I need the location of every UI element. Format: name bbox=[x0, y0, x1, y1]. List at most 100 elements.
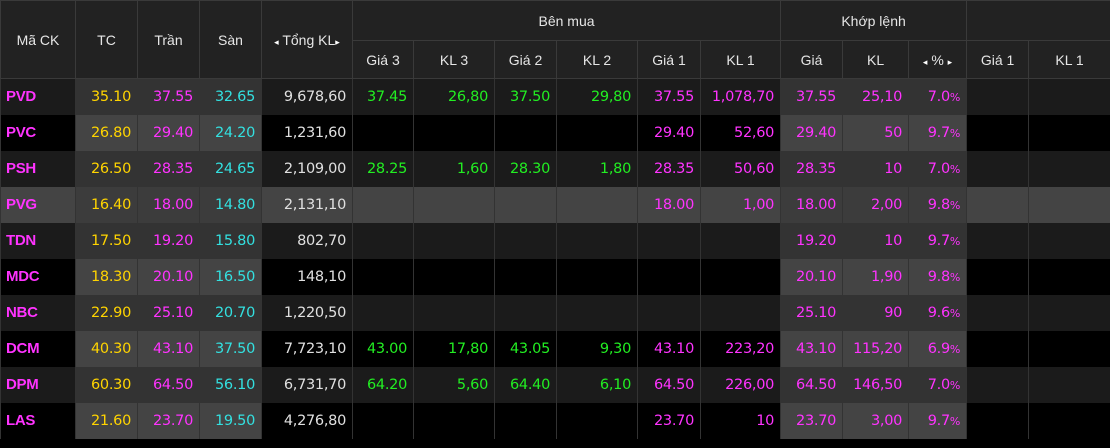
header-match-col[interactable]: Giá bbox=[780, 40, 844, 79]
cell-buy1-vol bbox=[699, 258, 782, 295]
cell-code[interactable]: PSH bbox=[0, 150, 76, 187]
cell-floor: 14.80 bbox=[199, 186, 262, 223]
cell-match-price: 64.50 bbox=[780, 366, 844, 403]
header-buy-col[interactable]: KL 1 bbox=[699, 40, 782, 79]
cell-match-vol: 10 bbox=[842, 150, 910, 187]
cell-buy3-vol bbox=[413, 186, 495, 223]
cell-buy1-vol: 223,20 bbox=[699, 330, 782, 367]
cell-buy3-price: 37.45 bbox=[352, 78, 414, 115]
cell-code[interactable]: PVD bbox=[0, 78, 76, 115]
cell-buy1-vol: 1,00 bbox=[699, 186, 782, 223]
header-buy-col[interactable]: KL 3 bbox=[413, 40, 495, 79]
cell-match-vol: 90 bbox=[842, 294, 910, 331]
header-sell-col[interactable]: Giá 1 bbox=[966, 40, 1030, 79]
cell-sell1-vol bbox=[1028, 114, 1110, 151]
pct-value: 9.6 bbox=[927, 304, 950, 321]
header-ceil[interactable]: Trần bbox=[137, 0, 200, 79]
table-row[interactable]: NBC 22.90 25.10 20.70 1,220,50 25.10 90 9.6% bbox=[0, 294, 1110, 331]
cell-match-price: 19.20 bbox=[780, 222, 844, 259]
cell-match-pct: 9.8% bbox=[908, 186, 968, 223]
cell-code[interactable]: TDN bbox=[0, 222, 76, 259]
cell-ref: 60.30 bbox=[75, 366, 138, 403]
cell-code[interactable]: DCM bbox=[0, 330, 76, 367]
cell-ceil: 29.40 bbox=[137, 114, 200, 151]
header-match-pct[interactable]: ◂ % ▸ bbox=[908, 40, 968, 79]
cell-buy3-price: 64.20 bbox=[352, 366, 414, 403]
pct-value: 7.0 bbox=[927, 88, 950, 105]
cell-buy1-vol bbox=[699, 294, 782, 331]
header-buy-col[interactable]: KL 2 bbox=[556, 40, 638, 79]
cell-buy2-vol: 29,80 bbox=[556, 78, 638, 115]
header-ref[interactable]: TC bbox=[75, 0, 138, 79]
table-row[interactable]: DCM 40.30 43.10 37.50 7,723,10 43.00 17,80 43.0… bbox=[0, 330, 1110, 367]
header-floor[interactable]: Sàn bbox=[199, 0, 262, 79]
pct-unit: % bbox=[949, 414, 961, 428]
header-buy-col[interactable]: Giá 3 bbox=[352, 40, 414, 79]
pct-unit: % bbox=[949, 126, 961, 140]
cell-floor: 32.65 bbox=[199, 78, 262, 115]
cell-match-vol: 115,20 bbox=[842, 330, 910, 367]
cell-buy1-price bbox=[637, 222, 701, 259]
table-row[interactable]: PVC 26.80 29.40 24.20 1,231,60 29.40 52,60 29.4… bbox=[0, 114, 1110, 151]
header-buy-col[interactable]: Giá 1 bbox=[637, 40, 701, 79]
cell-code[interactable]: DPM bbox=[0, 366, 76, 403]
cell-total: 802,70 bbox=[261, 222, 353, 259]
table-row[interactable]: PSH 26.50 28.35 24.65 2,109,00 28.25 1,60 28.30… bbox=[0, 150, 1110, 187]
arrow-left-icon[interactable]: ◂ bbox=[922, 56, 928, 67]
cell-code[interactable]: LAS bbox=[0, 402, 76, 439]
cell-total: 7,723,10 bbox=[261, 330, 353, 367]
cell-floor: 15.80 bbox=[199, 222, 262, 259]
table-row[interactable]: TDN 17.50 19.20 15.80 802,70 19.20 10 9.7% bbox=[0, 222, 1110, 259]
arrow-left-icon[interactable]: ◂ bbox=[274, 36, 279, 47]
header-sell-col[interactable]: KL 1 bbox=[1028, 40, 1110, 79]
cell-buy2-vol: 6,10 bbox=[556, 366, 638, 403]
cell-ref: 21.60 bbox=[75, 402, 138, 439]
pct-unit: % bbox=[949, 162, 961, 176]
cell-ref: 35.10 bbox=[75, 78, 138, 115]
header-code[interactable]: Mã CK bbox=[0, 0, 76, 79]
cell-match-pct: 7.0% bbox=[908, 366, 968, 403]
cell-match-price: 29.40 bbox=[780, 114, 844, 151]
pct-value: 7.0 bbox=[927, 376, 950, 393]
arrow-right-icon[interactable]: ▸ bbox=[335, 36, 340, 47]
cell-buy1-vol: 10 bbox=[699, 402, 782, 439]
table-row[interactable]: PVD 35.10 37.55 32.65 9,678,60 37.45 26,80 37.5… bbox=[0, 78, 1110, 115]
header-total-volume[interactable]: ◂ Tổng KL▸ bbox=[261, 0, 353, 79]
cell-floor: 19.50 bbox=[199, 402, 262, 439]
cell-buy1-price: 23.70 bbox=[637, 402, 701, 439]
cell-buy2-vol bbox=[556, 222, 638, 259]
cell-code[interactable]: NBC bbox=[0, 294, 76, 331]
cell-buy3-price: 43.00 bbox=[352, 330, 414, 367]
cell-buy1-price bbox=[637, 294, 701, 331]
cell-code[interactable]: PVC bbox=[0, 114, 76, 151]
table-row[interactable]: MDC 18.30 20.10 16.50 148,10 20.10 1,90 9.8% bbox=[0, 258, 1110, 295]
arrow-right-icon[interactable]: ▸ bbox=[947, 56, 953, 67]
cell-code[interactable]: MDC bbox=[0, 258, 76, 295]
table-row[interactable]: LAS 21.60 23.70 19.50 4,276,80 23.70 10 23.70 3,… bbox=[0, 402, 1110, 439]
cell-ceil: 64.50 bbox=[137, 366, 200, 403]
cell-buy1-price: 28.35 bbox=[637, 150, 701, 187]
cell-buy2-price bbox=[494, 294, 557, 331]
cell-buy1-vol: 52,60 bbox=[699, 114, 782, 151]
cell-code[interactable]: PVG bbox=[0, 186, 76, 223]
cell-buy3-vol: 26,80 bbox=[413, 78, 495, 115]
cell-match-pct: 6.9% bbox=[908, 330, 968, 367]
cell-buy3-price bbox=[352, 186, 414, 223]
cell-buy1-price: 18.00 bbox=[637, 186, 701, 223]
cell-match-pct: 9.6% bbox=[908, 294, 968, 331]
cell-ceil: 28.35 bbox=[137, 150, 200, 187]
cell-sell1-vol bbox=[1028, 150, 1110, 187]
cell-buy2-vol bbox=[556, 114, 638, 151]
pct-value: 6.9 bbox=[927, 340, 950, 357]
cell-ref: 40.30 bbox=[75, 330, 138, 367]
cell-floor: 37.50 bbox=[199, 330, 262, 367]
table-row[interactable]: PVG 16.40 18.00 14.80 2,131,10 18.00 1,00 18.00… bbox=[0, 186, 1110, 223]
price-board: Mã CK TC Trần Sàn ◂ Tổng KL▸ Bên mua Khớ… bbox=[0, 0, 1110, 439]
cell-match-vol: 1,90 bbox=[842, 258, 910, 295]
header-buy-col[interactable]: Giá 2 bbox=[494, 40, 557, 79]
cell-buy3-vol bbox=[413, 222, 495, 259]
cell-buy1-vol: 50,60 bbox=[699, 150, 782, 187]
table-row[interactable]: DPM 60.30 64.50 56.10 6,731,70 64.20 5,60 64.40… bbox=[0, 366, 1110, 403]
cell-buy2-vol bbox=[556, 186, 638, 223]
header-match-col[interactable]: KL bbox=[842, 40, 910, 79]
